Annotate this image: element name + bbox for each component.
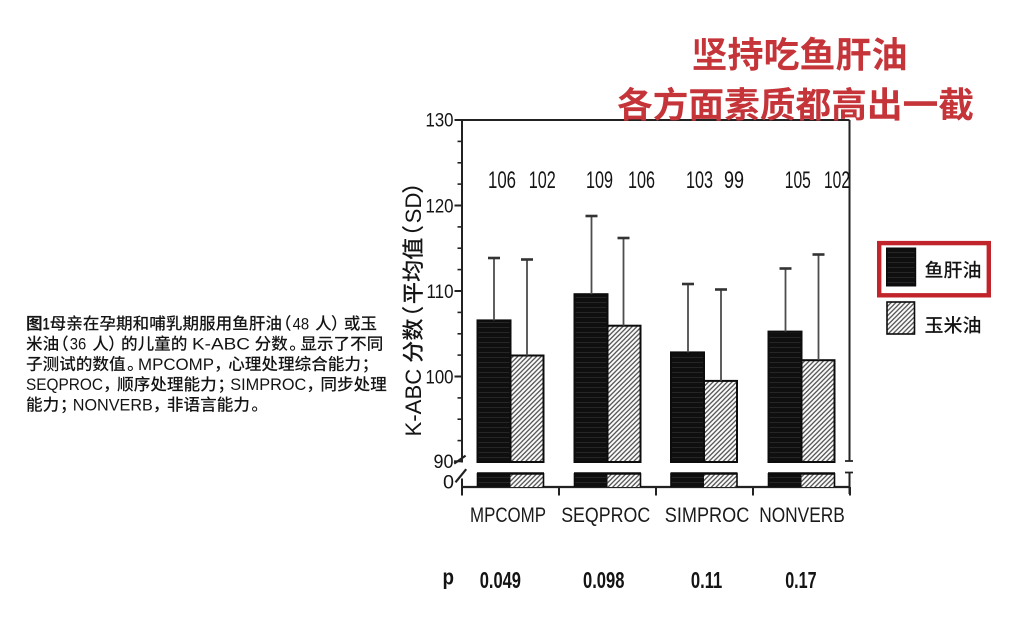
svg-text:0.11: 0.11 (691, 567, 723, 593)
svg-text:NONVERB: NONVERB (759, 504, 845, 527)
svg-text:48: 48 (293, 314, 310, 333)
svg-text:105: 105 (785, 167, 811, 194)
svg-text:130: 130 (426, 110, 454, 132)
svg-text:0.098: 0.098 (583, 567, 625, 593)
svg-text:110: 110 (427, 281, 454, 303)
svg-text:0.17: 0.17 (785, 567, 816, 593)
svg-text:99: 99 (724, 167, 744, 194)
svg-text:NONVERB: NONVERB (73, 396, 153, 415)
svg-text:K-ABC: K-ABC (401, 369, 426, 437)
svg-text:SEQPROC: SEQPROC (561, 504, 650, 527)
svg-text:120: 120 (426, 196, 454, 218)
svg-text:SEQPROC: SEQPROC (26, 375, 103, 394)
svg-text:SIMPROC: SIMPROC (665, 504, 750, 527)
svg-text:SD: SD (401, 193, 426, 224)
svg-text:0: 0 (443, 472, 454, 494)
svg-text:103: 103 (686, 167, 713, 194)
svg-text:MPCOMP: MPCOMP (470, 504, 546, 527)
svg-text:K-ABC: K-ABC (192, 335, 250, 354)
svg-text:36: 36 (70, 335, 87, 354)
svg-text:102: 102 (824, 167, 850, 194)
svg-text:MPCOMP: MPCOMP (138, 355, 214, 374)
svg-text:90: 90 (434, 451, 454, 473)
svg-text:0.049: 0.049 (480, 567, 521, 593)
svg-text:106: 106 (628, 167, 655, 194)
svg-text:106: 106 (488, 167, 516, 194)
svg-text:100: 100 (426, 367, 454, 389)
svg-text:1: 1 (43, 314, 50, 333)
svg-text:109: 109 (586, 167, 613, 194)
svg-text:p: p (443, 565, 455, 590)
svg-text:SIMPROC: SIMPROC (230, 375, 306, 394)
svg-text:102: 102 (529, 167, 556, 194)
